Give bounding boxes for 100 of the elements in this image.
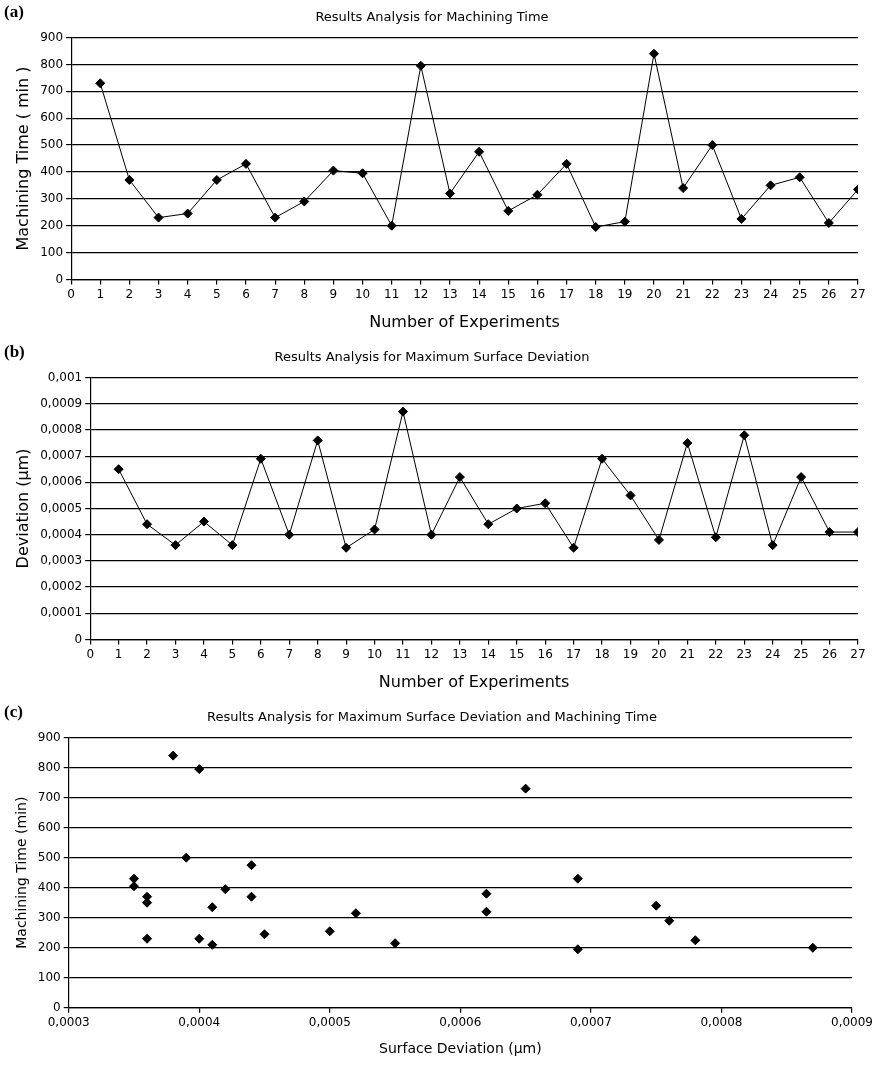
- x-tick-label: 21: [679, 646, 696, 661]
- text: (b): [4, 341, 25, 361]
- y-tick-label: 100: [37, 969, 61, 984]
- point: [341, 542, 352, 553]
- point: [572, 873, 583, 884]
- point: [426, 529, 437, 540]
- point: [357, 168, 368, 179]
- y-tick-label: 800: [37, 759, 61, 774]
- point: [198, 516, 209, 527]
- y-tick-label: 0,0007: [40, 448, 83, 463]
- point: [597, 453, 608, 464]
- x-tick-label: 23: [736, 646, 752, 661]
- y-tick-label: 700: [37, 789, 61, 804]
- x-tick-label: 2: [143, 646, 151, 661]
- x-tick-label: 8: [300, 286, 309, 301]
- point: [454, 472, 465, 483]
- point: [299, 196, 310, 207]
- y-tick-label: 0,0008: [40, 422, 83, 437]
- x-tick-label: 0,0006: [439, 1015, 482, 1030]
- x-tick-label: 15: [509, 646, 525, 661]
- x-tick-label: 26: [821, 646, 838, 661]
- point: [503, 205, 514, 216]
- point: [807, 942, 818, 953]
- point: [823, 217, 834, 228]
- x-tick-label: 24: [762, 286, 779, 301]
- x-tick-label: 1: [96, 286, 105, 301]
- x-tick-label: 27: [850, 286, 866, 301]
- x-tick-label: 5: [213, 286, 221, 301]
- x-tick-label: 14: [480, 646, 496, 661]
- point: [739, 430, 750, 441]
- point: [619, 216, 630, 227]
- chart-title: Results Analysis for Machining Time: [315, 9, 549, 25]
- x-tick-label: 3: [171, 646, 180, 661]
- x-axis-title: Number of Experiments: [369, 311, 560, 331]
- x-tick-label: 17: [558, 286, 575, 301]
- x-tick-label: 7: [285, 646, 294, 661]
- x-tick-label: 14: [471, 286, 487, 301]
- point: [211, 174, 222, 185]
- x-tick-label: 0,0008: [700, 1015, 743, 1030]
- point: [170, 540, 181, 551]
- point: [220, 884, 231, 895]
- y-tick-label: 0,0003: [40, 552, 83, 567]
- point: [182, 208, 193, 219]
- point: [678, 183, 689, 194]
- x-tick-label: 22: [704, 286, 720, 301]
- point: [227, 540, 238, 551]
- point: [142, 933, 153, 944]
- x-axis-title: Surface Deviation (µm): [379, 1040, 542, 1057]
- text: (c): [4, 701, 23, 721]
- y-tick-label: 0,001: [47, 369, 83, 384]
- y-tick-label: 300: [37, 909, 61, 924]
- x-tick-label: 20: [651, 646, 667, 661]
- point: [824, 527, 835, 538]
- y-tick-label: 500: [40, 137, 64, 152]
- point: [153, 212, 164, 223]
- point: [328, 165, 339, 176]
- point: [572, 944, 583, 955]
- y-tick-label: 500: [37, 849, 61, 864]
- point: [240, 158, 251, 169]
- point: [568, 542, 579, 553]
- x-tick-label: 13: [452, 646, 468, 661]
- point: [124, 174, 135, 185]
- point: [181, 852, 192, 863]
- point: [710, 532, 721, 543]
- y-axis-title: Deviation (µm): [12, 448, 32, 569]
- x-tick-label: 19: [617, 286, 633, 301]
- y-tick-label: 600: [37, 819, 61, 834]
- y-tick-label: 0: [74, 631, 83, 646]
- point: [194, 933, 205, 944]
- y-tick-label: 0: [55, 271, 64, 286]
- x-tick-label: 20: [646, 286, 662, 301]
- point: [270, 212, 281, 223]
- text: (a): [4, 1, 24, 21]
- x-tick-label: 16: [537, 646, 553, 661]
- point: [128, 873, 139, 884]
- x-tick-label: 7: [271, 286, 279, 301]
- point: [246, 891, 257, 902]
- y-tick-label: 200: [40, 217, 64, 232]
- y-tick-label: 0,0004: [40, 526, 83, 541]
- point: [255, 453, 266, 464]
- point: [520, 783, 531, 794]
- x-tick-label: 25: [793, 646, 809, 661]
- x-tick-label: 5: [228, 646, 237, 661]
- point: [590, 222, 601, 233]
- point: [312, 435, 323, 446]
- point: [284, 529, 295, 540]
- x-tick-label: 8: [313, 646, 322, 661]
- x-tick-label: 1: [114, 646, 123, 661]
- x-tick-label: 24: [765, 646, 781, 661]
- y-tick-label: 600: [40, 110, 64, 125]
- point: [259, 929, 270, 940]
- x-tick-label: 6: [256, 646, 265, 661]
- x-tick-label: 6: [242, 286, 250, 301]
- point: [736, 213, 747, 224]
- point: [113, 464, 124, 475]
- y-tick-label: 800: [40, 56, 64, 71]
- point: [481, 888, 492, 899]
- point: [532, 189, 543, 200]
- y-tick-label: 0,0009: [40, 395, 83, 410]
- x-tick-label: 15: [500, 286, 516, 301]
